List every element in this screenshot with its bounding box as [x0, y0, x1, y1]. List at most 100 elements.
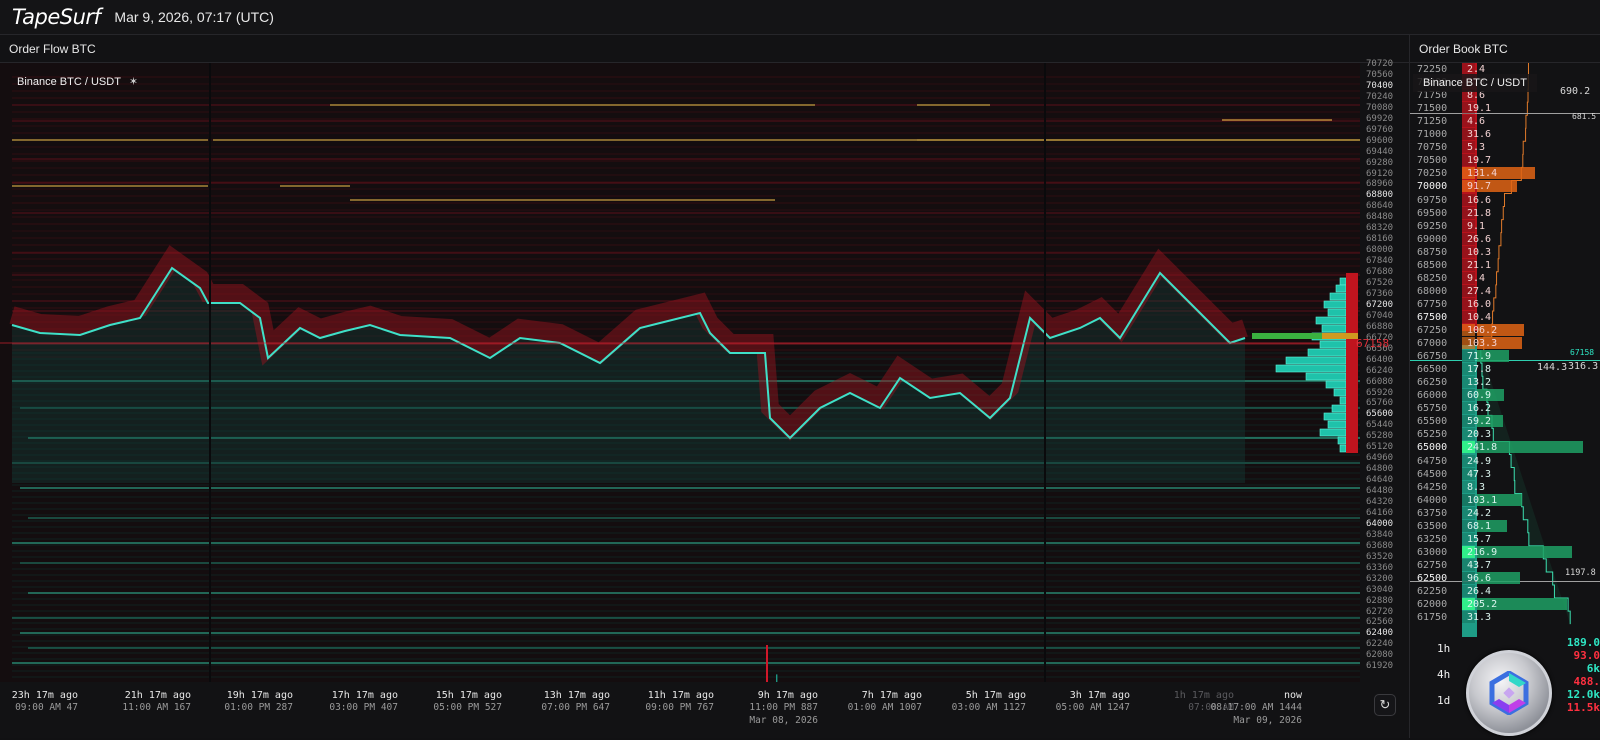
price-axis-tick: 63200: [1366, 574, 1393, 584]
pin-icon[interactable]: ✶: [129, 75, 138, 88]
bid-row[interactable]: 66250 13.2: [1410, 376, 1600, 389]
level-price: 65000: [1417, 441, 1457, 454]
level-price: 66000: [1417, 389, 1457, 402]
level-volume: 19.1: [1467, 102, 1491, 115]
time-ago-label: now: [1182, 690, 1302, 702]
level-price: 66250: [1417, 376, 1457, 389]
level-volume: 131.4: [1467, 167, 1497, 180]
coin-logo: [1466, 650, 1552, 736]
timeframe-label-1d[interactable]: 1d: [1437, 694, 1450, 707]
level-volume: 13.2: [1467, 376, 1491, 389]
level-volume: 205.2: [1467, 598, 1497, 611]
level-price: 62000: [1417, 598, 1457, 611]
price-axis-tick: 69600: [1366, 136, 1393, 146]
refresh-button[interactable]: ↻: [1374, 694, 1396, 716]
level-price: 64250: [1417, 481, 1457, 494]
app-logo[interactable]: TapeSurf: [12, 5, 100, 29]
level-volume: 20.3: [1467, 428, 1491, 441]
order-book-title: Order Book BTC: [1410, 35, 1600, 63]
level-price: 67750: [1417, 298, 1457, 311]
level-price: 65750: [1417, 402, 1457, 415]
time-ago-label: 23h 17m ago: [0, 690, 78, 702]
level-volume: 15.7: [1467, 533, 1491, 546]
level-volume: 216.9: [1467, 546, 1497, 559]
level-price: 68500: [1417, 259, 1457, 272]
timeframe-label-4h[interactable]: 4h: [1437, 668, 1450, 681]
timeframe-sell-volume: 11.5k: [1567, 701, 1600, 714]
price-axis-tick: 65440: [1366, 420, 1393, 430]
level-volume: 10.3: [1467, 246, 1491, 259]
top-bar: TapeSurf Mar 9, 2026, 07:17 (UTC): [0, 0, 1600, 35]
price-axis-tick: 69440: [1366, 147, 1393, 157]
level-price: 64750: [1417, 455, 1457, 468]
level-volume: 9.1: [1467, 220, 1485, 233]
price-axis-tick: 65120: [1366, 442, 1393, 452]
time-ago-label: 19h 17m ago: [173, 690, 293, 702]
date-label: Mar 09, 2026: [1182, 714, 1302, 727]
price-axis-tick: 63040: [1366, 585, 1393, 595]
order-flow-heatmap-chart[interactable]: Binance BTC / USDT ✶: [0, 63, 1360, 717]
order-book-ladder[interactable]: Binance BTC / USDT 690.2 681.5 67158 144…: [1410, 63, 1600, 638]
level-price: 70750: [1417, 141, 1457, 154]
level-volume: 16.2: [1467, 402, 1491, 415]
time-ago-label: 17h 17m ago: [278, 690, 398, 702]
bid-row[interactable]: 62000 205.2: [1410, 598, 1600, 611]
clock-time-label: 03:00 PM 407: [278, 702, 398, 714]
level-price: 64000: [1417, 494, 1457, 507]
level-volume: 26.6: [1467, 233, 1491, 246]
price-axis-tick: 68160: [1366, 234, 1393, 244]
refresh-icon: ↻: [1380, 697, 1391, 713]
time-ago-label: 13h 17m ago: [490, 690, 610, 702]
bid-row[interactable]: 65750 16.2: [1410, 402, 1600, 415]
timeframe-buy-volume: 12.0k: [1567, 688, 1600, 701]
timeframe-label-1h[interactable]: 1h: [1437, 642, 1450, 655]
clock-time-label: 01:00 PM 287: [173, 702, 293, 714]
price-axis-tick: 61920: [1366, 661, 1393, 671]
